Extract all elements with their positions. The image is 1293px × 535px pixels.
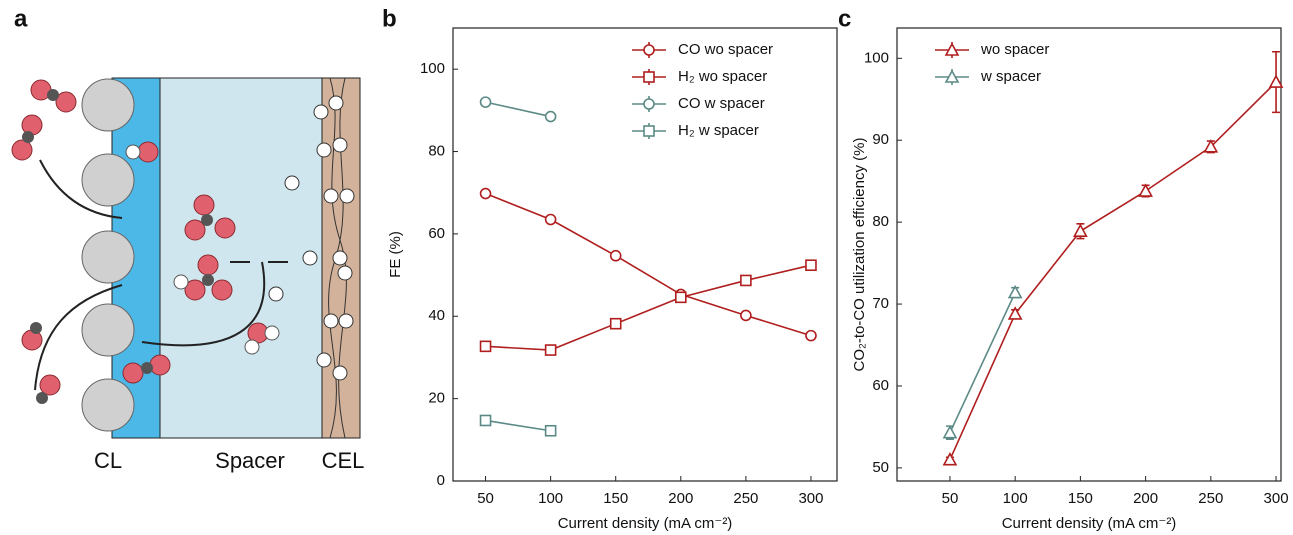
diagram-label: Spacer — [215, 448, 285, 473]
marker — [544, 344, 557, 356]
marker — [674, 291, 687, 304]
marker — [1073, 223, 1088, 237]
x-tick-label: 300 — [1264, 490, 1289, 507]
marker — [942, 452, 958, 466]
schematic: CL Spacer CEL — [11, 77, 365, 473]
y-tick-label: 50 — [872, 459, 889, 476]
arrows — [34, 159, 288, 391]
y-tick-label: 60 — [428, 225, 445, 242]
y-tick-label: 70 — [872, 295, 889, 312]
series-line — [949, 81, 1277, 461]
series-line — [485, 419, 551, 432]
y-tick-label: 80 — [872, 213, 889, 230]
legend-label: H₂ wo spacer — [678, 68, 767, 85]
marker — [942, 424, 958, 439]
x-tick-label: 100 — [1003, 490, 1028, 507]
series-line — [485, 101, 551, 118]
series-line — [949, 292, 1016, 434]
marker — [479, 414, 492, 427]
spacer-layer — [159, 77, 323, 439]
legend-label: wo spacer — [980, 41, 1049, 58]
marker — [643, 71, 655, 83]
marker — [740, 309, 752, 322]
particles — [81, 78, 135, 432]
marker — [643, 125, 655, 137]
x-tick-label: 300 — [798, 490, 823, 507]
marker — [1138, 183, 1153, 197]
marker — [1268, 74, 1284, 88]
legend-label: H₂ w spacer — [678, 122, 759, 139]
hydrogen-atoms — [125, 144, 280, 355]
x-tick-label: 100 — [538, 490, 563, 507]
x-tick-label: 150 — [603, 490, 628, 507]
legend-label: CO wo spacer — [678, 41, 773, 58]
marker — [479, 96, 492, 108]
y-tick-label: 20 — [428, 390, 445, 407]
x-tick-label: 50 — [477, 490, 494, 507]
series-line — [485, 264, 812, 351]
y-tick-label: 100 — [864, 49, 889, 66]
y-tick-label: 0 — [437, 472, 445, 489]
marker — [479, 187, 492, 200]
marker — [643, 98, 655, 110]
y-axis-label: CO₂-to-CO utilization efficiency (%) — [851, 138, 868, 372]
axes-frame — [896, 27, 1282, 482]
marker — [609, 317, 622, 330]
y-tick-label: 100 — [420, 60, 445, 77]
marker — [805, 259, 817, 272]
marker — [1007, 306, 1023, 320]
panel-label: a — [14, 5, 28, 32]
x-tick-label: 200 — [668, 490, 693, 507]
marker — [1203, 139, 1219, 153]
marker — [740, 274, 752, 287]
marker — [1007, 284, 1023, 299]
marker — [944, 42, 960, 56]
x-tick-label: 250 — [733, 490, 758, 507]
marker — [544, 424, 557, 437]
carbon-atoms — [22, 89, 214, 404]
marker — [944, 69, 960, 83]
panel-label: c — [838, 5, 851, 32]
x-axis-label: Current density (mA cm⁻²) — [558, 515, 733, 532]
y-tick-label: 60 — [872, 377, 889, 394]
marker — [544, 110, 557, 123]
x-axis-label: Current density (mA cm⁻²) — [1002, 515, 1177, 532]
y-tick-label: 80 — [428, 143, 445, 160]
legend-label: w spacer — [980, 68, 1041, 85]
y-tick-label: 90 — [872, 131, 889, 148]
x-tick-label: 50 — [942, 490, 959, 507]
legend-label: CO w spacer — [678, 95, 765, 112]
x-tick-label: 250 — [1198, 490, 1223, 507]
marker — [544, 213, 557, 226]
diagram-label: CEL — [322, 448, 365, 473]
marker — [479, 340, 492, 353]
diagram-label: CL — [94, 448, 122, 473]
marker — [609, 249, 622, 262]
x-tick-label: 200 — [1133, 490, 1158, 507]
series-line — [485, 192, 812, 337]
marker — [805, 329, 817, 342]
panel-label: b — [382, 5, 397, 32]
ions — [268, 95, 355, 381]
x-tick-label: 150 — [1068, 490, 1093, 507]
axes-frame — [452, 27, 838, 482]
molecules — [11, 79, 269, 396]
marker — [643, 44, 655, 56]
y-axis-label: FE (%) — [387, 231, 404, 278]
y-tick-label: 40 — [428, 307, 445, 324]
